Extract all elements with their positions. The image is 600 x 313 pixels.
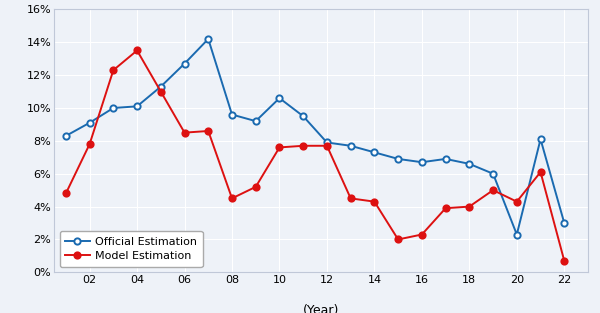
Official Estimation: [513, 233, 520, 236]
Official Estimation: [110, 106, 117, 110]
Official Estimation: [347, 144, 354, 148]
Official Estimation: [395, 157, 402, 161]
Model Estimation: [371, 200, 378, 203]
Official Estimation: [490, 172, 497, 176]
Model Estimation: [537, 170, 544, 174]
Official Estimation: [323, 141, 331, 144]
Official Estimation: [442, 157, 449, 161]
Model Estimation: [513, 200, 520, 203]
Model Estimation: [466, 205, 473, 208]
Official Estimation: [252, 119, 259, 123]
Model Estimation: [86, 142, 93, 146]
Line: Model Estimation: Model Estimation: [63, 47, 568, 264]
Model Estimation: [181, 131, 188, 135]
Model Estimation: [157, 90, 164, 94]
Official Estimation: [229, 113, 236, 116]
Official Estimation: [133, 105, 140, 108]
Official Estimation: [371, 151, 378, 154]
Model Estimation: [323, 144, 331, 148]
Legend: Official Estimation, Model Estimation: Official Estimation, Model Estimation: [59, 231, 203, 267]
Model Estimation: [133, 49, 140, 52]
Official Estimation: [157, 85, 164, 89]
Official Estimation: [181, 62, 188, 65]
Text: (Year): (Year): [303, 304, 339, 313]
Official Estimation: [299, 114, 307, 118]
Model Estimation: [110, 68, 117, 72]
Model Estimation: [229, 197, 236, 200]
Official Estimation: [418, 160, 425, 164]
Model Estimation: [490, 188, 497, 192]
Model Estimation: [442, 206, 449, 210]
Official Estimation: [560, 221, 568, 225]
Model Estimation: [395, 238, 402, 241]
Model Estimation: [252, 185, 259, 189]
Model Estimation: [276, 146, 283, 149]
Model Estimation: [62, 192, 70, 195]
Official Estimation: [62, 134, 70, 138]
Official Estimation: [466, 162, 473, 166]
Model Estimation: [418, 233, 425, 236]
Model Estimation: [299, 144, 307, 148]
Official Estimation: [86, 121, 93, 125]
Model Estimation: [560, 259, 568, 263]
Model Estimation: [347, 197, 354, 200]
Official Estimation: [205, 37, 212, 41]
Line: Official Estimation: Official Estimation: [63, 36, 568, 238]
Model Estimation: [205, 129, 212, 133]
Official Estimation: [276, 96, 283, 100]
Official Estimation: [537, 137, 544, 141]
